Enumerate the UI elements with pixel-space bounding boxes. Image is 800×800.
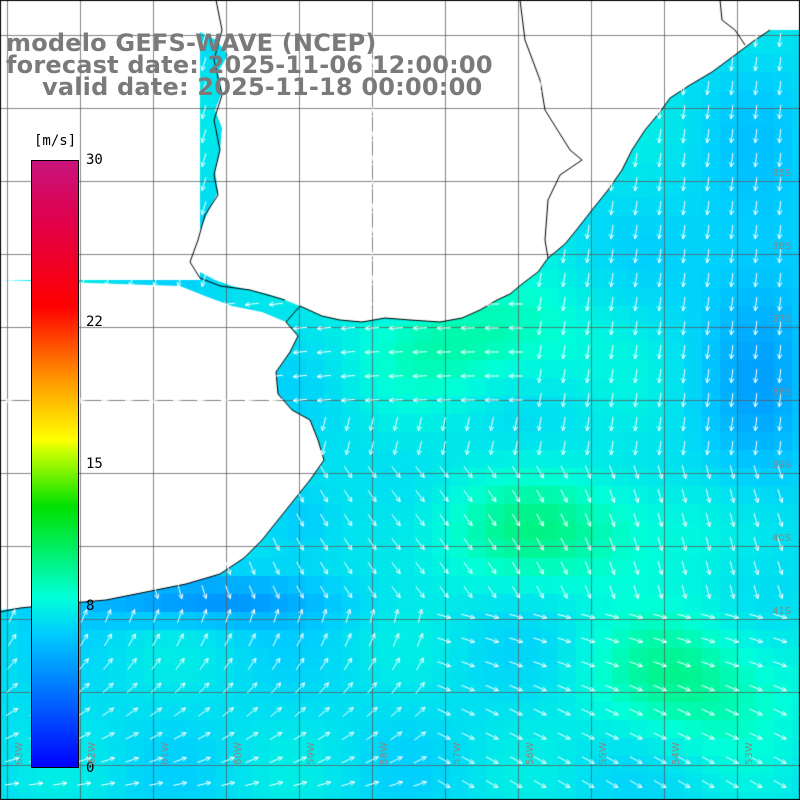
model-title: modelo GEFS-WAVE (NCEP) xyxy=(6,29,377,57)
lat-label: 40S xyxy=(772,533,792,544)
lon-label: 57W xyxy=(451,742,463,765)
lat-label: 39S xyxy=(772,460,792,471)
lat-label: 38S xyxy=(772,387,792,398)
lon-label: 62W xyxy=(86,742,98,765)
legend-tick-0: 0 xyxy=(86,760,95,776)
lon-label: 53W xyxy=(743,742,755,765)
color-scale-bar xyxy=(31,160,79,768)
legend-unit: [m/s] xyxy=(34,133,77,149)
forecast-date: forecast date: 2025-11-06 12:00:00 xyxy=(6,51,493,79)
lon-label: 58W xyxy=(378,742,390,765)
lon-label: 56W xyxy=(524,742,536,765)
lon-label: 54W xyxy=(670,742,682,765)
lon-label: 55W xyxy=(597,742,609,765)
legend-tick-15: 15 xyxy=(86,456,103,472)
legend-tick-22: 22 xyxy=(86,314,103,331)
lon-label: 61W xyxy=(159,742,171,765)
legend-tick-8: 8 xyxy=(86,597,95,614)
lon-label: 59W xyxy=(305,742,317,765)
lat-label: 41S xyxy=(772,606,792,617)
lat-label: 37S xyxy=(772,314,792,325)
valid-date: valid date: 2025-11-18 00:00:00 xyxy=(42,73,483,101)
lon-label: 60W xyxy=(232,742,244,765)
lat-label: 35S xyxy=(772,168,792,179)
legend-tick-30: 30 xyxy=(86,152,103,168)
lat-label: 36S xyxy=(772,241,792,252)
lon-label: 63W xyxy=(13,742,25,765)
